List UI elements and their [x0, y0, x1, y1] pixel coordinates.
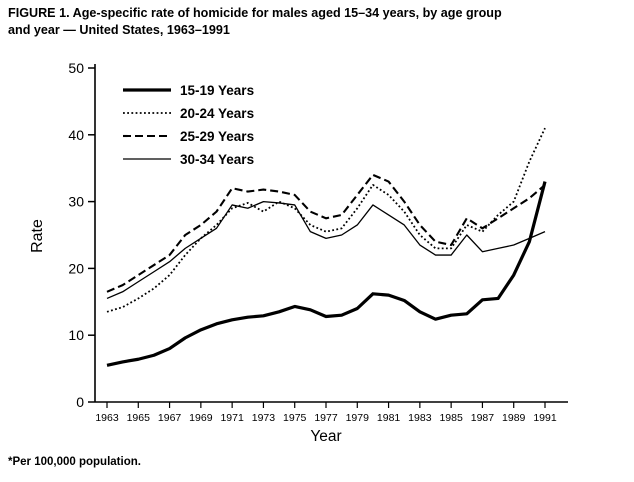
x-tick-label: 1979 [346, 412, 370, 424]
footnote: *Per 100,000 population. [8, 456, 141, 468]
x-tick-label: 1991 [533, 412, 557, 424]
x-tick-label: 1989 [502, 412, 526, 424]
x-tick-label: 1967 [158, 412, 182, 424]
series-line-20-24-years [106, 127, 546, 313]
homicide-rate-line-chart: 0 10 20 30 40 50 1963 1965 1967 1969 1971 1973 1975 1… [68, 60, 568, 424]
series-line-30-34-years [106, 200, 546, 300]
y-tick-label: 40 [68, 127, 84, 143]
y-axis-label: Rate [29, 219, 46, 253]
y-tick-label: 20 [68, 260, 84, 276]
y-tick-label: 10 [68, 327, 84, 343]
figure-title-line-2: and year — United States, 1963–1991 [8, 22, 230, 37]
legend-label-30-34-years: 30-34 Years [180, 152, 254, 167]
x-tick-label: 1973 [252, 412, 276, 424]
y-tick-label: 50 [68, 60, 84, 76]
series-line-15-19-years [106, 181, 547, 367]
y-tick-label: 0 [76, 394, 84, 410]
series-line-25-29-years [106, 173, 546, 293]
x-tick-label: 1965 [127, 412, 151, 424]
x-axis-label: Year [310, 428, 342, 445]
x-tick-label: 1969 [189, 412, 213, 424]
x-tick-label: 1975 [283, 412, 307, 424]
legend-label-20-24-years: 20-24 Years [180, 106, 254, 121]
figure-title: FIGURE 1. Age-specific rate of homicide … [8, 5, 626, 38]
x-tick-label: 1985 [439, 412, 463, 424]
x-tick-label: 1977 [314, 412, 338, 424]
figure-title-line-1: FIGURE 1. Age-specific rate of homicide … [8, 6, 502, 20]
legend-label-15-19-years: 15-19 Years [180, 83, 254, 98]
x-tick-label: 1971 [220, 412, 244, 424]
x-tick-label: 1981 [377, 412, 401, 424]
x-tick-label: 1963 [95, 412, 119, 424]
legend-label-25-29-years: 25-29 Years [180, 129, 254, 144]
x-tick-label: 1987 [471, 412, 495, 424]
y-tick-label: 30 [68, 194, 84, 210]
x-tick-label: 1983 [408, 412, 432, 424]
